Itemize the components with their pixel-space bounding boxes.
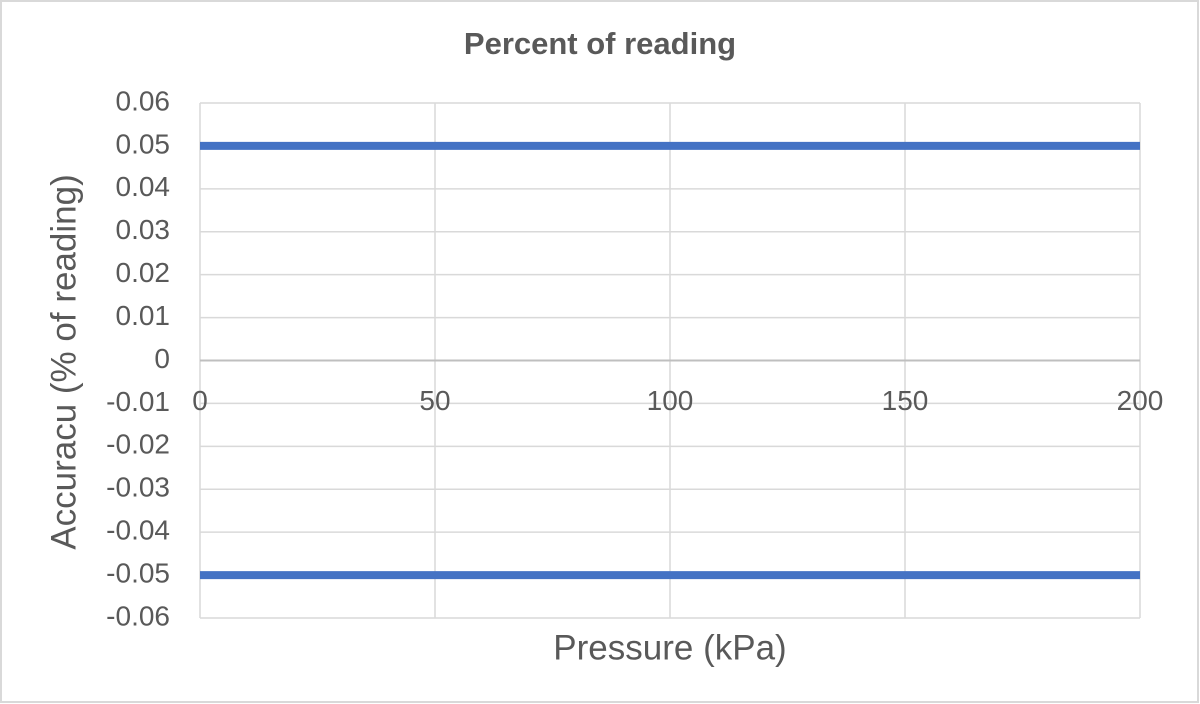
x-tick-label: 100	[647, 385, 694, 416]
x-tick-label: 150	[882, 385, 929, 416]
y-axis-label: Accuracu (% of reading)	[44, 174, 83, 549]
y-tick-label: 0.02	[116, 257, 171, 288]
x-tick-label: 50	[419, 385, 450, 416]
y-tick-label: -0.06	[106, 600, 170, 631]
x-tick-label: 0	[192, 385, 208, 416]
y-tick-label: -0.02	[106, 429, 170, 460]
y-tick-label: 0.05	[116, 128, 171, 159]
y-tick-label: -0.04	[106, 515, 170, 546]
y-tick-label: 0	[154, 343, 170, 374]
y-tick-label: 0.06	[116, 85, 171, 116]
chart-title: Percent of reading	[464, 26, 736, 61]
y-tick-label: -0.05	[106, 557, 170, 588]
y-tick-label: -0.01	[106, 386, 170, 417]
y-tick-label: 0.01	[116, 300, 171, 331]
y-tick-label: 0.03	[116, 214, 171, 245]
x-axis-label: Pressure (kPa)	[553, 628, 786, 667]
y-tick-label: 0.04	[116, 171, 171, 202]
x-tick-label: 200	[1117, 385, 1164, 416]
y-tick-label: -0.03	[106, 472, 170, 503]
